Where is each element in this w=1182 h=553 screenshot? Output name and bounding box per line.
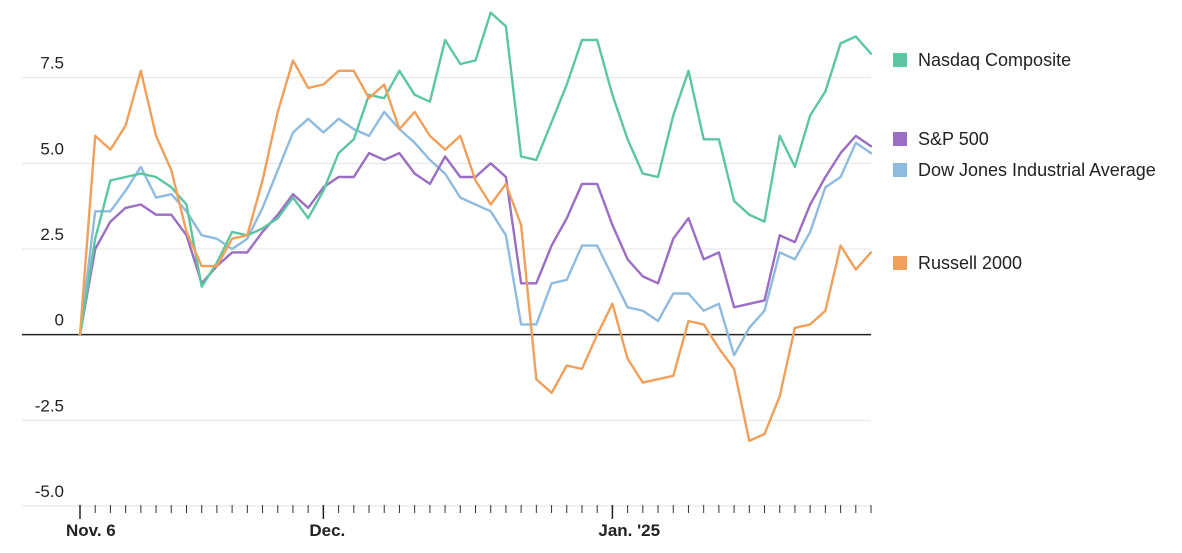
legend-swatch-russell (893, 256, 907, 270)
x-axis: Nov. 6 Dec. Jan. '25 (66, 505, 872, 540)
series-line-dow-jones-industrial-average (78, 110, 873, 357)
y-tick-label: -5.0 (35, 482, 64, 501)
legend-label-russell: Russell 2000 (918, 253, 1022, 273)
grid-lines (22, 77, 871, 507)
series-lines (78, 11, 873, 443)
x-tick-label: Dec. (309, 521, 345, 540)
y-axis-tick-labels: 10.07.55.02.50-2.5-5.0 (35, 54, 64, 501)
y-tick-label: 2.5 (40, 225, 64, 244)
legend-swatch-sp500 (893, 132, 907, 146)
y-tick-label: 0 (55, 311, 64, 330)
legend: Nasdaq Composite S&P 500 Dow Jones Indus… (893, 50, 1156, 273)
y-tick-label: 7.5 (40, 54, 64, 73)
legend-swatch-nasdaq (893, 53, 907, 67)
legend-label-nasdaq: Nasdaq Composite (918, 50, 1071, 70)
series-line-nasdaq-composite (78, 11, 873, 336)
y-tick-label: -2.5 (35, 396, 64, 415)
legend-label-sp500: S&P 500 (918, 129, 989, 149)
x-tick-label: Jan. '25 (598, 521, 660, 540)
series-line-s-p-500 (78, 134, 873, 336)
legend-label-dow: Dow Jones Industrial Average (918, 160, 1156, 180)
y-tick-label: 5.0 (40, 139, 64, 158)
x-tick-label: Nov. 6 (66, 521, 116, 540)
legend-swatch-dow (893, 163, 907, 177)
series-line-russell-2000 (78, 59, 873, 443)
